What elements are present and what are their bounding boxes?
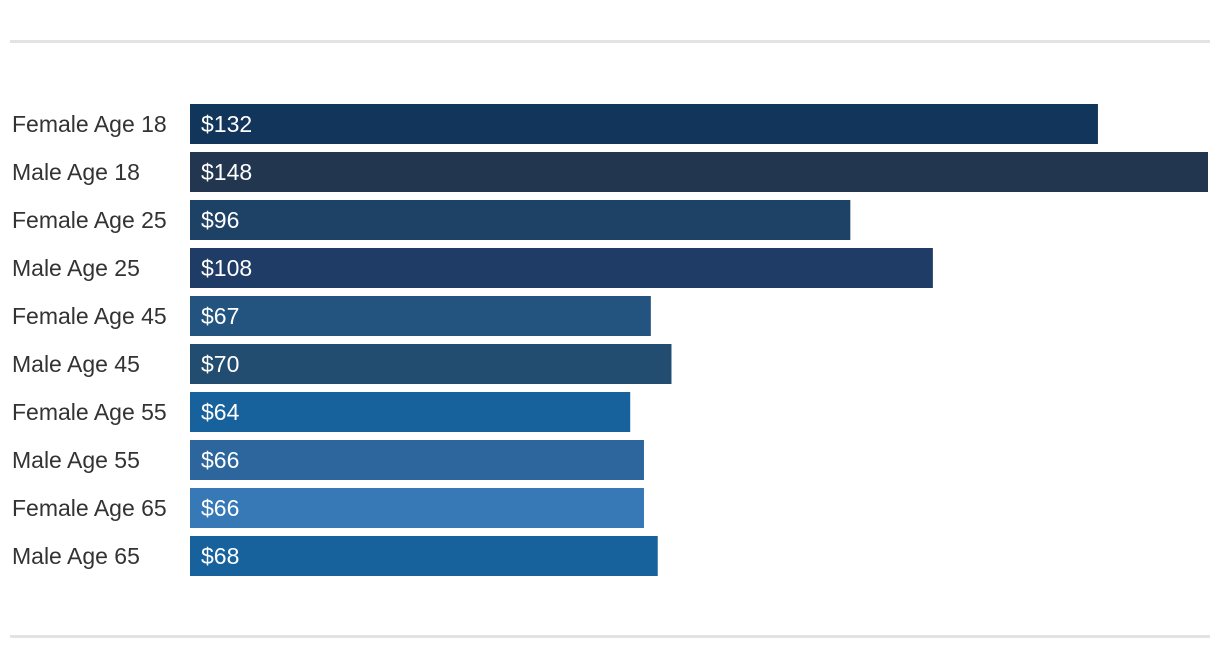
bar-male-age-45 (190, 344, 672, 384)
bottom-divider (10, 635, 1210, 638)
bar-value-label: $70 (201, 351, 239, 377)
bar-value-label: $67 (201, 303, 239, 329)
bar-female-age-45 (190, 296, 651, 336)
bar-value-label: $132 (201, 111, 252, 137)
category-label: Female Age 25 (12, 207, 167, 233)
bar-male-age-25 (190, 248, 933, 288)
bar-female-age-25 (190, 200, 851, 240)
category-labels-layer: Female Age 18 Male Age 18 Female Age 25 Mal… (12, 111, 167, 569)
bar-value-label: $68 (201, 543, 239, 569)
category-label: Female Age 55 (12, 399, 167, 425)
category-label: Female Age 18 (12, 111, 167, 137)
bar-male-age-18 (190, 152, 1208, 192)
top-divider (10, 40, 1210, 43)
bar-value-label: $66 (201, 495, 239, 521)
category-label: Male Age 25 (12, 255, 140, 281)
bar-value-label: $108 (201, 255, 252, 281)
bar-value-label: $64 (201, 399, 240, 425)
bars-layer (190, 104, 1208, 576)
bar-male-age-65 (190, 536, 658, 576)
bar-value-label: $96 (201, 207, 239, 233)
bar-female-age-55 (190, 392, 631, 432)
category-label: Female Age 45 (12, 303, 167, 329)
bar-male-age-55 (190, 440, 644, 480)
category-label: Female Age 65 (12, 495, 167, 521)
category-label: Male Age 45 (12, 351, 140, 377)
bar-female-age-65 (190, 488, 644, 528)
value-labels-layer: $132 $148 $96 $108 $67 $70 $64 $66 $66 $68 (201, 111, 252, 569)
category-label: Male Age 18 (12, 159, 140, 185)
bar-value-label: $148 (201, 159, 252, 185)
category-label: Male Age 65 (12, 543, 140, 569)
category-label: Male Age 55 (12, 447, 140, 473)
bar-female-age-18 (190, 104, 1098, 144)
bar-value-label: $66 (201, 447, 239, 473)
